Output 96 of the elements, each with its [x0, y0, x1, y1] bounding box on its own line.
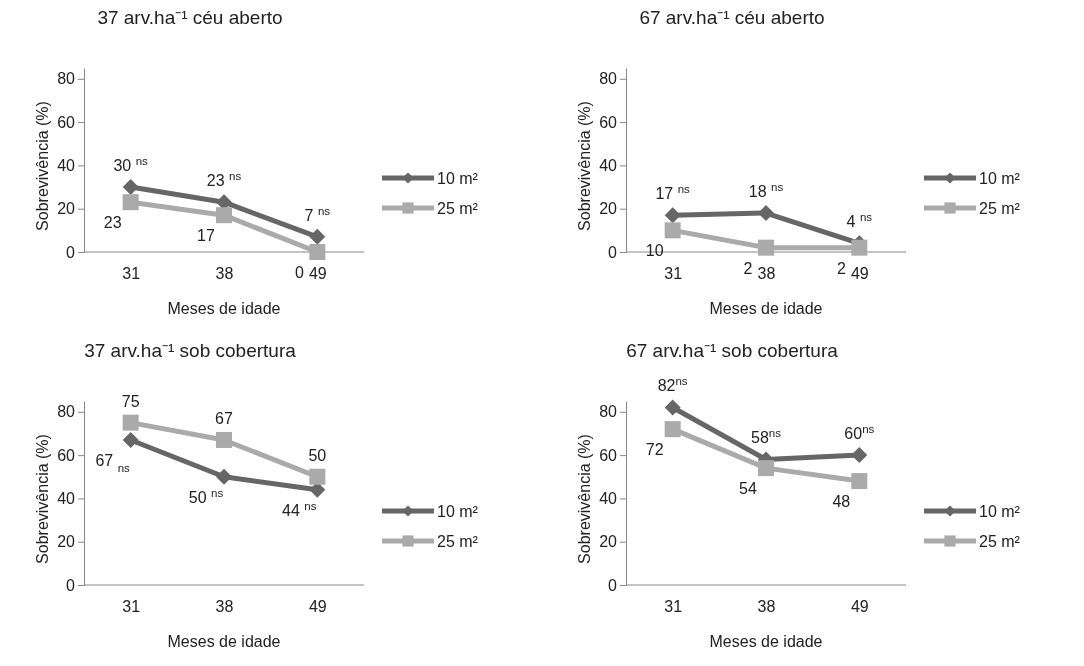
point	[216, 468, 232, 485]
data-label: 82$^{ns}$	[657, 375, 688, 395]
point	[309, 468, 326, 485]
x-axis-title: Meses de idade	[709, 300, 823, 317]
data-label: 4 $^{ns}$	[846, 211, 873, 231]
legend-label: 10 m²	[437, 170, 479, 187]
point	[758, 460, 774, 477]
y-tick-label: 40	[57, 157, 76, 175]
x-tick-label: 38	[757, 598, 776, 616]
data-label: 67 $_{ns}$	[95, 451, 131, 474]
y-tick-label: 80	[57, 70, 76, 88]
legend-label: 25 m²	[979, 533, 1021, 550]
point	[664, 222, 681, 239]
y-tick-label: 80	[599, 403, 618, 421]
data-label: 2	[743, 259, 753, 277]
y-tick-label: 80	[599, 70, 618, 88]
x-tick-label: 49	[850, 265, 869, 283]
x-tick-label: 49	[850, 598, 869, 616]
legend-label: 10 m²	[437, 503, 479, 520]
data-label: 23	[103, 214, 122, 232]
point	[216, 431, 232, 448]
y-tick-label: 20	[57, 533, 76, 551]
x-tick-label: 49	[308, 265, 327, 283]
y-tick-label: 0	[608, 243, 618, 261]
point	[851, 473, 868, 490]
data-label: 75	[121, 392, 140, 410]
x-tick-label: 38	[215, 265, 234, 283]
data-label: 44 $^{ns}$	[282, 499, 317, 519]
data-label: 72	[645, 441, 664, 459]
chart-title: 37 arv.ha⁻¹ sob cobertura	[84, 340, 297, 361]
data-label: 17	[197, 227, 215, 245]
point	[122, 431, 139, 448]
y-tick-label: 80	[57, 403, 76, 421]
y-tick-label: 20	[57, 200, 76, 218]
legend-label: 25 m²	[437, 533, 479, 550]
data-label: 60$^{ns}$	[844, 423, 875, 443]
legend-label: 25 m²	[979, 200, 1021, 217]
point	[216, 207, 232, 224]
x-tick-label: 31	[122, 265, 141, 283]
y-tick-label: 0	[66, 243, 76, 261]
data-label: 50 $^{ns}$	[188, 486, 224, 506]
point	[664, 421, 681, 438]
x-tick-label: 31	[122, 598, 141, 616]
data-label: 48	[832, 493, 851, 511]
y-tick-label: 60	[57, 446, 76, 464]
point	[851, 239, 868, 256]
y-tick-label: 20	[599, 200, 618, 218]
data-label: 58$^{ns}$	[751, 427, 782, 447]
data-label: 0	[294, 264, 304, 281]
point	[664, 207, 681, 224]
data-label: 23 $^{ns}$	[206, 170, 242, 190]
point	[122, 179, 139, 196]
y-axis-title: Sobrevivência (%)	[576, 434, 593, 564]
x-tick-label: 49	[308, 598, 327, 616]
y-tick-label: 60	[599, 113, 618, 131]
data-label: 18 $^{ns}$	[748, 181, 784, 201]
point	[309, 244, 326, 260]
y-tick-label: 60	[599, 446, 618, 464]
point	[309, 228, 326, 245]
legend-label: 25 m²	[437, 200, 479, 217]
x-tick-label: 38	[215, 598, 234, 616]
y-tick-label: 40	[599, 490, 618, 508]
point	[758, 205, 774, 222]
data-label: 10	[645, 242, 664, 260]
data-label: 67	[215, 409, 233, 427]
y-axis-title: Sobrevivência (%)	[576, 101, 593, 231]
data-label: 2	[836, 259, 846, 277]
point	[758, 239, 774, 256]
point	[122, 194, 139, 211]
data-label: 7 $^{ns}$	[304, 204, 331, 224]
x-tick-label: 38	[757, 265, 776, 283]
data-label: 30 $^{ns}$	[113, 155, 149, 175]
x-tick-label: 31	[664, 598, 683, 616]
data-label: 54	[739, 480, 757, 498]
chart-title: 37 arv.ha⁻¹ céu aberto	[97, 7, 283, 28]
y-tick-label: 0	[608, 576, 618, 594]
point	[122, 414, 139, 431]
x-axis-title: Meses de idade	[167, 300, 281, 317]
legend-label: 10 m²	[979, 170, 1021, 187]
y-tick-label: 40	[57, 490, 76, 508]
x-axis-title: Meses de idade	[167, 633, 281, 650]
y-tick-label: 40	[599, 157, 618, 175]
data-label: 17 $^{ns}$	[655, 183, 691, 203]
chart-title: 67 arv.ha⁻¹ sob cobertura	[626, 340, 839, 361]
x-tick-label: 31	[664, 265, 683, 283]
y-axis-title: Sobrevivência (%)	[34, 434, 51, 564]
point	[664, 399, 681, 416]
data-label: 50	[308, 446, 327, 464]
y-tick-label: 20	[599, 533, 618, 551]
legend-label: 10 m²	[979, 503, 1021, 520]
y-axis-title: Sobrevivência (%)	[34, 101, 51, 231]
y-tick-label: 0	[66, 576, 76, 594]
y-tick-label: 60	[57, 113, 76, 131]
x-axis-title: Meses de idade	[709, 633, 823, 650]
chart-title: 67 arv.ha⁻¹ céu aberto	[639, 7, 825, 28]
point	[851, 447, 868, 464]
